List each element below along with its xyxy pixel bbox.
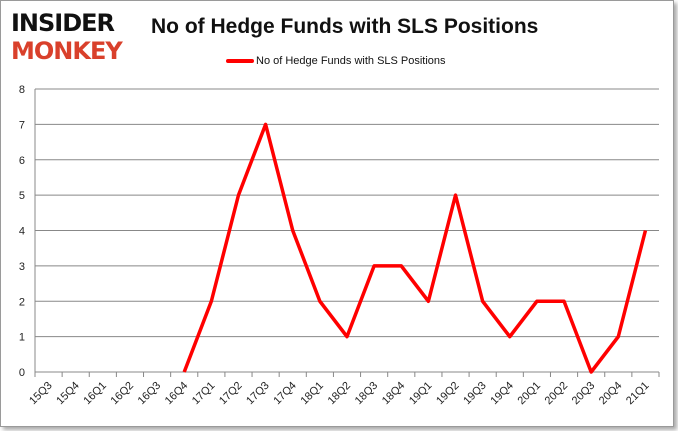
x-tick-label: 19Q1 [407, 380, 435, 408]
x-tick-label: 18Q3 [353, 380, 381, 408]
series-line [182, 122, 648, 374]
x-tick-label: 19Q3 [461, 380, 489, 408]
x-tick-label: 15Q4 [54, 380, 82, 408]
logo-line-1: INSIDER [11, 9, 115, 37]
legend: No of Hedge Funds with SLS Positions [226, 55, 446, 67]
y-tick-label: 2 [19, 296, 25, 308]
y-tick-label: 7 [19, 119, 25, 131]
x-tick-label: 15Q3 [27, 380, 55, 408]
x-tick-label: 20Q3 [570, 380, 598, 408]
x-tick-label: 17Q2 [217, 380, 245, 408]
x-tick-label: 18Q2 [326, 380, 354, 408]
chart-title: No of Hedge Funds with SLS Positions [151, 15, 539, 38]
y-tick-label: 6 [19, 155, 25, 167]
y-tick-label: 5 [19, 190, 25, 202]
logo-line-2: MONKEY [11, 37, 123, 65]
x-tick-label: 17Q3 [244, 380, 272, 408]
y-tick-label: 0 [19, 367, 25, 379]
x-tick-label: 18Q1 [298, 380, 326, 408]
insider-monkey-logo: INSIDER MONKEY [11, 9, 126, 65]
x-tick-label: 17Q1 [190, 380, 218, 408]
x-tick-label: 16Q4 [163, 380, 191, 408]
x-tick-label: 19Q4 [488, 380, 516, 408]
x-tick-label: 20Q2 [543, 380, 571, 408]
x-tick-label: 20Q4 [597, 380, 625, 408]
legend-swatch [226, 59, 254, 63]
x-tick-label: 18Q4 [380, 380, 408, 408]
y-tick-label: 1 [19, 332, 25, 344]
x-tick-label: 20Q1 [516, 380, 544, 408]
x-tick-label: 16Q1 [81, 380, 109, 408]
y-tick-label: 8 [19, 84, 25, 96]
x-tick-label: 16Q3 [136, 380, 164, 408]
x-tick-label: 19Q2 [434, 380, 462, 408]
x-tick-label: 16Q2 [109, 380, 137, 408]
x-tick-label: 17Q4 [271, 380, 299, 408]
legend-label: No of Hedge Funds with SLS Positions [256, 55, 446, 67]
y-tick-label: 4 [19, 226, 25, 238]
y-tick-label: 3 [19, 261, 25, 273]
x-tick-label: 21Q1 [624, 380, 652, 408]
